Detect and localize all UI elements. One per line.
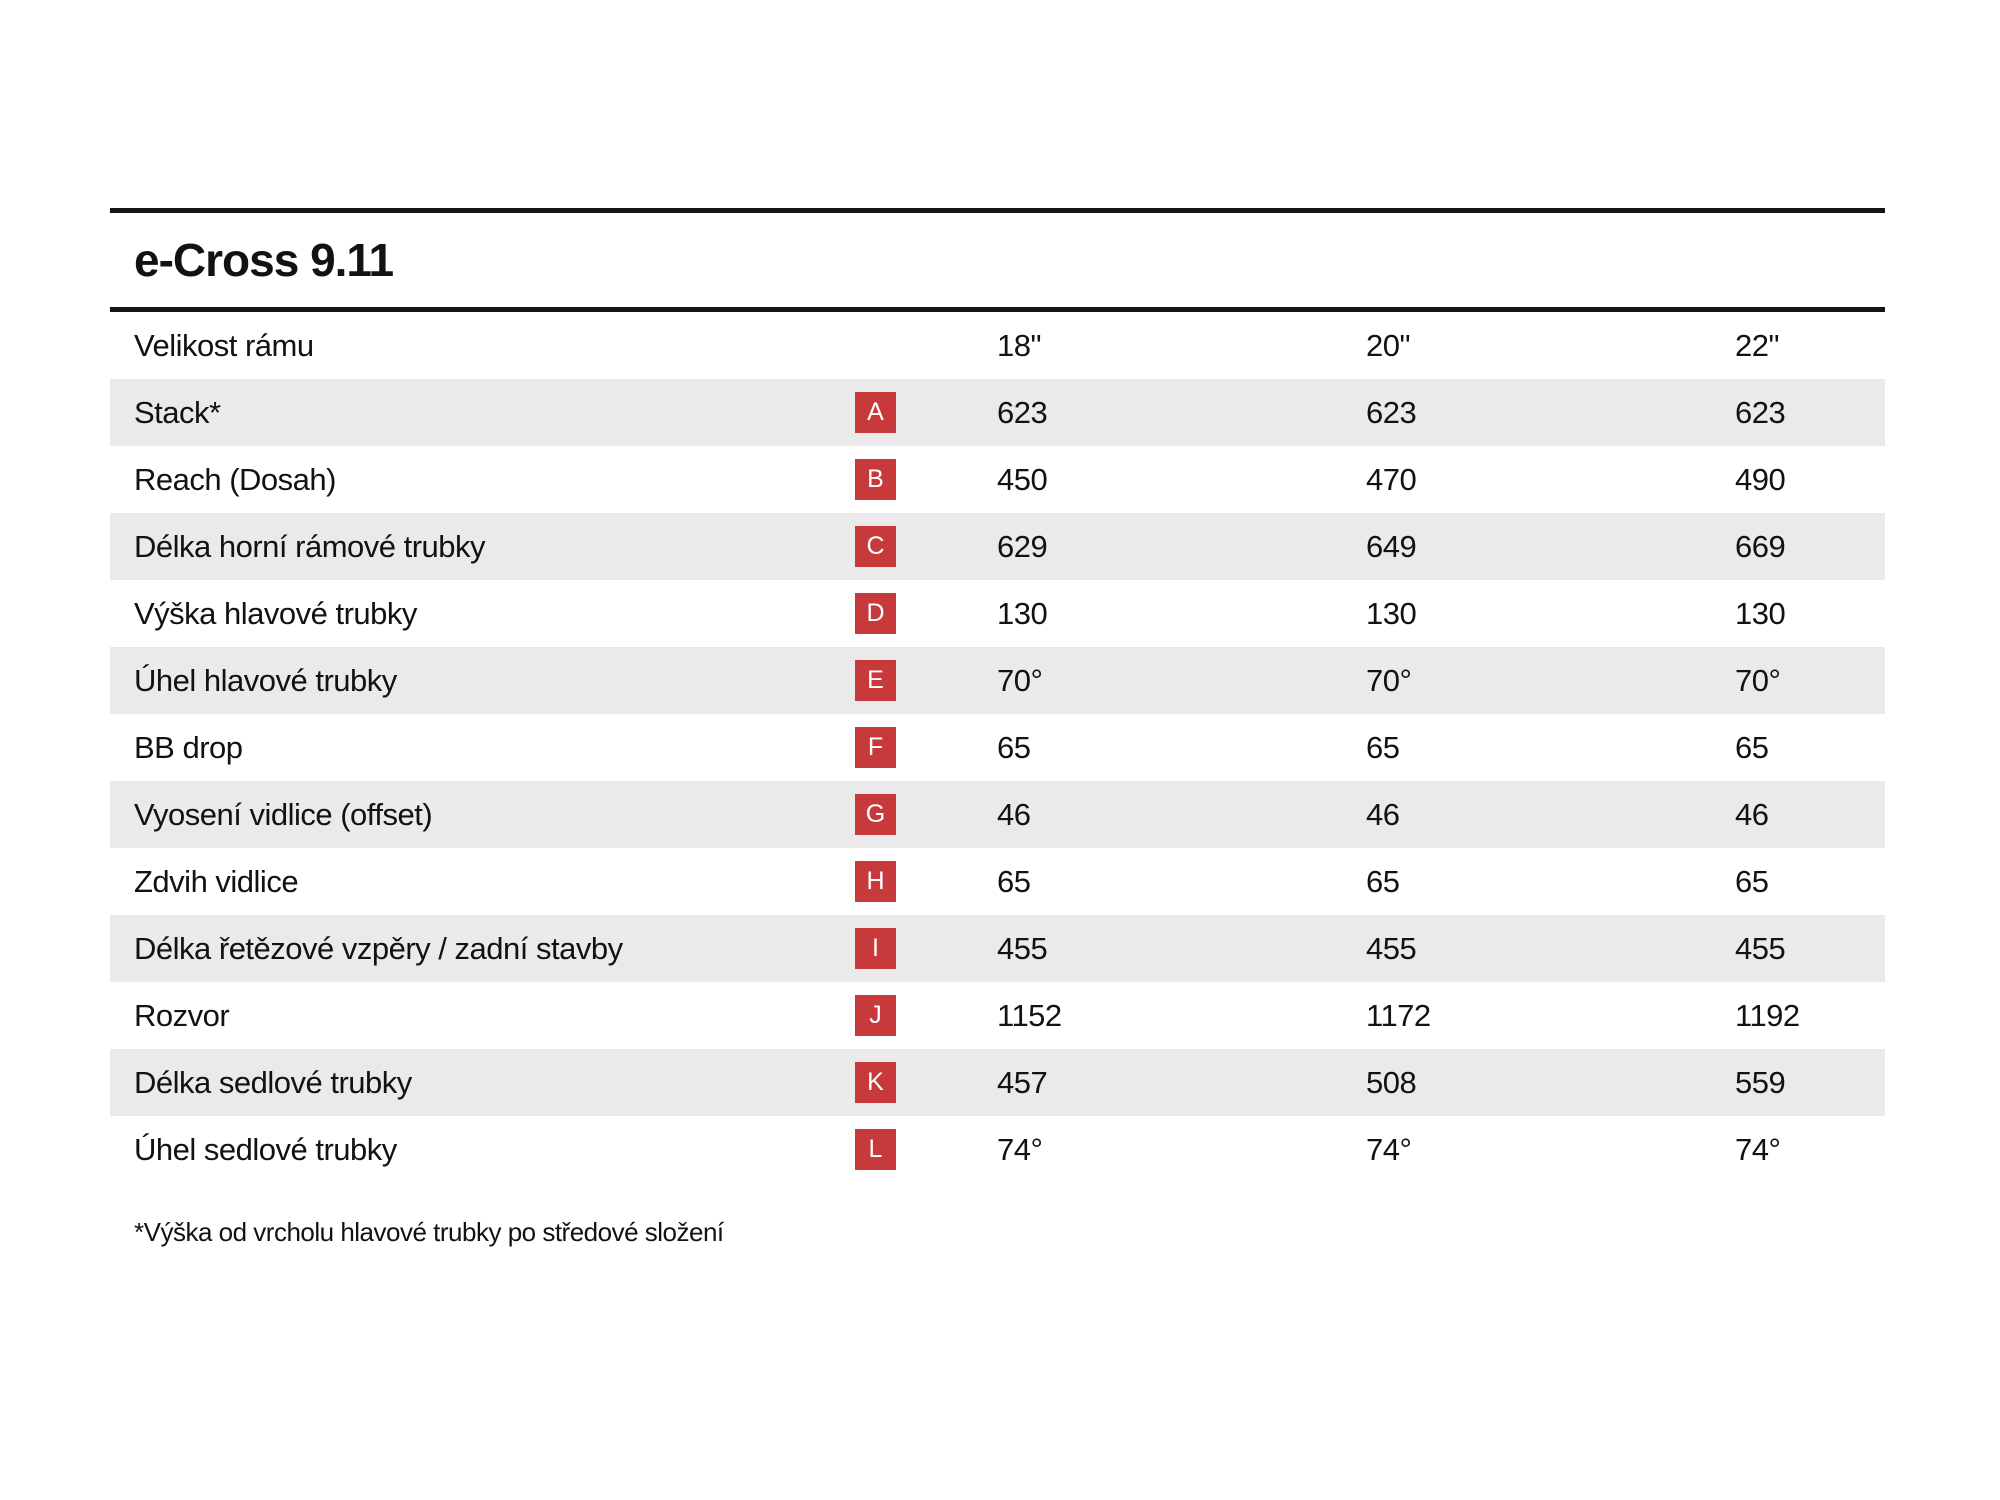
row-value-20: 70°	[1366, 662, 1412, 698]
row-value-20: 649	[1366, 528, 1417, 564]
row-value-20: 46	[1366, 796, 1400, 832]
geometry-table: e-Cross 9.11 Velikost rámu 18" 20" 22" S…	[110, 208, 1885, 1248]
table-row: Rozvor J 1152 1172 1192	[110, 982, 1885, 1049]
table-row: Úhel hlavové trubky E 70° 70° 70°	[110, 647, 1885, 714]
row-value-22: 70°	[1735, 662, 1781, 698]
row-value-20: 470	[1366, 461, 1417, 497]
row-value-22: 1192	[1735, 997, 1800, 1033]
row-value-18: 457	[997, 1064, 1048, 1100]
table-row: Délka řetězové vzpěry / zadní stavby I 4…	[110, 915, 1885, 982]
row-label: Rozvor	[134, 997, 230, 1033]
badge-cell: I	[855, 928, 987, 969]
row-value-18: 65	[997, 729, 1031, 765]
dimension-letter-badge: C	[855, 526, 896, 567]
dimension-letter-badge: E	[855, 660, 896, 701]
table-row: Délka horní rámové trubky C 629 649 669	[110, 513, 1885, 580]
row-value-22: 65	[1735, 863, 1769, 899]
row-label: Reach (Dosah)	[134, 461, 336, 497]
badge-cell: B	[855, 459, 987, 500]
dimension-letter-badge: G	[855, 794, 896, 835]
badge-cell: J	[855, 995, 987, 1036]
dimension-letter-badge: H	[855, 861, 896, 902]
dimension-letter-badge: B	[855, 459, 896, 500]
dimension-letter-badge: D	[855, 593, 896, 634]
row-value-22: 559	[1735, 1064, 1786, 1100]
table-row: Výška hlavové trubky D 130 130 130	[110, 580, 1885, 647]
badge-cell: L	[855, 1129, 987, 1170]
row-label: BB drop	[134, 729, 243, 765]
row-label: Zdvih vidlice	[134, 863, 299, 899]
row-label: Délka sedlové trubky	[134, 1064, 412, 1100]
row-label: Délka řetězové vzpěry / zadní stavby	[134, 930, 623, 966]
row-value-20: 74°	[1366, 1131, 1412, 1167]
header-size-22: 22"	[1735, 327, 1780, 363]
table-row: Úhel sedlové trubky L 74° 74° 74°	[110, 1116, 1885, 1183]
top-rule	[110, 208, 1885, 213]
dimension-letter-badge: A	[855, 392, 896, 433]
row-value-20: 508	[1366, 1064, 1417, 1100]
row-value-20: 130	[1366, 595, 1417, 631]
dimension-letter-badge: F	[855, 727, 896, 768]
row-label: Úhel sedlové trubky	[134, 1131, 397, 1167]
table-row: BB drop F 65 65 65	[110, 714, 1885, 781]
table-row: Reach (Dosah) B 450 470 490	[110, 446, 1885, 513]
header-label: Velikost rámu	[134, 327, 314, 363]
row-value-22: 130	[1735, 595, 1786, 631]
badge-cell: A	[855, 392, 987, 433]
dimension-letter-badge: J	[855, 995, 896, 1036]
row-value-18: 70°	[997, 662, 1043, 698]
row-value-22: 65	[1735, 729, 1769, 765]
row-value-22: 623	[1735, 394, 1786, 430]
row-value-22: 74°	[1735, 1131, 1781, 1167]
badge-cell: H	[855, 861, 987, 902]
row-value-20: 65	[1366, 863, 1400, 899]
row-value-18: 74°	[997, 1131, 1043, 1167]
table-row: Stack* A 623 623 623	[110, 379, 1885, 446]
row-value-20: 623	[1366, 394, 1417, 430]
footnote: *Výška od vrcholu hlavové trubky po stře…	[134, 1217, 724, 1247]
dimension-letter-badge: K	[855, 1062, 896, 1103]
title-bar: e-Cross 9.11	[110, 213, 1885, 307]
badge-cell: F	[855, 727, 987, 768]
table-row: Délka sedlové trubky K 457 508 559	[110, 1049, 1885, 1116]
row-value-22: 46	[1735, 796, 1769, 832]
header-size-18: 18"	[997, 327, 1042, 363]
row-value-20: 1172	[1366, 997, 1431, 1033]
row-label: Stack*	[134, 394, 221, 430]
table-row: Zdvih vidlice H 65 65 65	[110, 848, 1885, 915]
badge-cell: G	[855, 794, 987, 835]
row-label: Úhel hlavové trubky	[134, 662, 397, 698]
row-label: Vyosení vidlice (offset)	[134, 796, 433, 832]
row-value-18: 455	[997, 930, 1048, 966]
dimension-letter-badge: L	[855, 1129, 896, 1170]
row-label: Výška hlavové trubky	[134, 595, 417, 631]
page-title: e-Cross 9.11	[134, 234, 394, 286]
row-value-20: 455	[1366, 930, 1417, 966]
row-value-22: 669	[1735, 528, 1786, 564]
badge-cell: D	[855, 593, 987, 634]
row-value-18: 450	[997, 461, 1048, 497]
row-value-20: 65	[1366, 729, 1400, 765]
row-value-18: 130	[997, 595, 1048, 631]
badge-cell: C	[855, 526, 987, 567]
header-rule	[110, 307, 1885, 312]
row-value-18: 46	[997, 796, 1031, 832]
row-value-18: 629	[997, 528, 1048, 564]
header-size-20: 20"	[1366, 327, 1411, 363]
badge-cell: E	[855, 660, 987, 701]
row-value-18: 1152	[997, 997, 1062, 1033]
dimension-letter-badge: I	[855, 928, 896, 969]
row-value-22: 455	[1735, 930, 1786, 966]
table-header-row: Velikost rámu 18" 20" 22"	[110, 312, 1885, 379]
table-row: Vyosení vidlice (offset) G 46 46 46	[110, 781, 1885, 848]
row-value-18: 623	[997, 394, 1048, 430]
table-body: Stack* A 623 623 623 Reach (Dosah) B 450…	[110, 379, 1885, 1183]
row-value-22: 490	[1735, 461, 1786, 497]
row-value-18: 65	[997, 863, 1031, 899]
row-label: Délka horní rámové trubky	[134, 528, 486, 564]
badge-cell: K	[855, 1062, 987, 1103]
